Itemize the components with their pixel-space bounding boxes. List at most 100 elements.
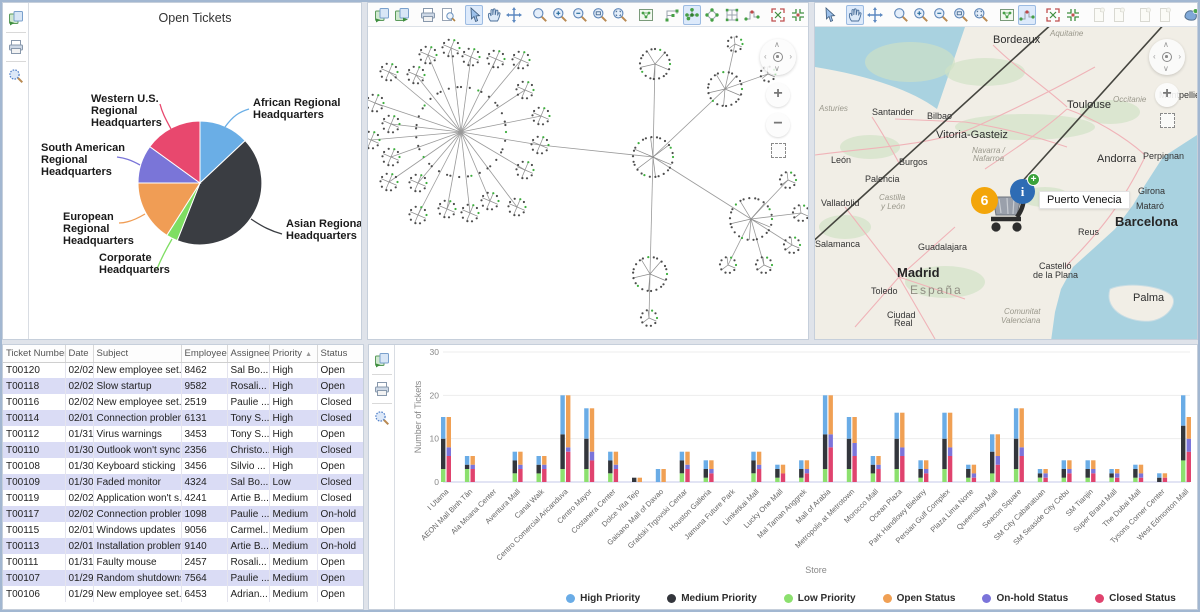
map-link-line[interactable]	[1018, 27, 1167, 186]
bar-segment[interactable]	[703, 469, 708, 478]
bar-segment[interactable]	[995, 464, 1000, 482]
bar-segment[interactable]	[1061, 460, 1066, 469]
bar-segment[interactable]	[589, 408, 595, 452]
column-header-priority[interactable]: Priority ▲	[269, 345, 318, 363]
bar-segment[interactable]	[1043, 477, 1048, 482]
bar-segment[interactable]	[637, 477, 642, 482]
bar-segment[interactable]	[1109, 477, 1114, 482]
bar-segment[interactable]	[685, 464, 690, 469]
network-cluster[interactable]	[418, 45, 438, 65]
bar-segment[interactable]	[918, 469, 923, 478]
network-cluster[interactable]	[718, 256, 738, 274]
zoom-selection-icon[interactable]	[952, 5, 970, 25]
bar-segment[interactable]	[756, 451, 762, 465]
bar-segment[interactable]	[947, 447, 953, 456]
bar-segment[interactable]	[846, 469, 852, 482]
pie-slice-3[interactable]	[137, 182, 201, 236]
bar-segment[interactable]	[709, 460, 714, 469]
bar-segment[interactable]	[560, 469, 565, 482]
expand-all-icon[interactable]	[769, 5, 787, 25]
legend-item[interactable]: Open Status	[882, 593, 955, 604]
pan-tool-icon[interactable]	[846, 4, 864, 25]
bar-segment[interactable]	[512, 451, 517, 461]
bar-segment[interactable]	[446, 447, 451, 456]
bar-segment[interactable]	[947, 456, 953, 482]
bar-segment[interactable]	[542, 456, 547, 465]
bar-segment[interactable]	[775, 464, 780, 469]
bar-segment[interactable]	[1109, 469, 1114, 474]
network-cluster[interactable]	[486, 49, 506, 69]
bar-segment[interactable]	[775, 477, 780, 482]
bar-segment[interactable]	[589, 460, 595, 482]
bar-segment[interactable]	[876, 469, 881, 482]
cluster-count-badge[interactable]: 6	[971, 187, 998, 214]
zoom-out-icon[interactable]	[571, 5, 589, 25]
bar-segment[interactable]	[1181, 395, 1186, 426]
bar-segment[interactable]	[703, 460, 708, 469]
bar-segment[interactable]	[846, 438, 852, 469]
bar-segment[interactable]	[584, 469, 589, 482]
pan-down-icon[interactable]: ∨	[774, 64, 780, 73]
bar-segment[interactable]	[1067, 460, 1072, 469]
bar-segment[interactable]	[470, 464, 475, 469]
pie-slice-1[interactable]	[176, 139, 263, 246]
bar-segment[interactable]	[1115, 469, 1120, 474]
column-header-date[interactable]: Date	[65, 345, 94, 363]
expand-all-icon[interactable]	[1044, 5, 1062, 25]
pan-up-icon[interactable]: ∧	[774, 40, 780, 49]
bar-segment[interactable]	[1181, 460, 1186, 482]
bar-segment[interactable]	[1037, 469, 1043, 474]
bar-segment[interactable]	[1061, 469, 1066, 478]
bar-segment[interactable]	[900, 412, 905, 448]
bar-segment[interactable]	[1162, 477, 1168, 482]
organic-layout-icon[interactable]	[683, 4, 701, 25]
network-cluster[interactable]	[515, 160, 535, 180]
bar-segment[interactable]	[971, 464, 977, 474]
serial-layout-icon[interactable]	[743, 5, 761, 25]
network-canvas[interactable]: ∧ ∨ ‹ › + −	[368, 27, 808, 339]
bar-segment[interactable]	[995, 434, 1000, 456]
collapse-all-icon[interactable]	[789, 5, 807, 25]
bar-segment[interactable]	[822, 469, 828, 482]
overview-icon[interactable]	[637, 5, 655, 25]
bar-segment[interactable]	[804, 460, 810, 469]
bar-segment[interactable]	[971, 477, 977, 482]
bar-segment[interactable]	[1133, 477, 1138, 482]
bar-segment[interactable]	[918, 477, 923, 482]
bar-segment[interactable]	[828, 434, 833, 448]
bar-segment[interactable]	[679, 473, 685, 482]
bar-segment[interactable]	[780, 473, 786, 482]
network-cluster[interactable]	[782, 236, 802, 254]
network-cluster[interactable]	[379, 172, 399, 192]
column-header-ticket-number[interactable]: Ticket Number	[3, 345, 66, 363]
network-cluster[interactable]	[461, 47, 481, 67]
bar-segment[interactable]	[900, 447, 905, 456]
bar-segment[interactable]	[1019, 456, 1024, 482]
bar-segment[interactable]	[441, 438, 446, 469]
legend-item[interactable]: Medium Priority	[667, 593, 757, 604]
bar-segment[interactable]	[464, 456, 470, 465]
interactive-zoom-icon[interactable]	[892, 5, 910, 25]
bar-segment[interactable]	[709, 473, 714, 482]
map-canvas[interactable]: BordeauxAquitaineToulouseOccitanieMontpe…	[815, 27, 1197, 339]
bar-segment[interactable]	[924, 460, 929, 469]
bar-segment[interactable]	[685, 469, 690, 482]
bar-segment[interactable]	[446, 456, 451, 482]
bar-segment[interactable]	[894, 438, 899, 469]
bar-segment[interactable]	[1085, 477, 1090, 482]
bar-segment[interactable]	[1013, 469, 1019, 482]
bar-segment[interactable]	[584, 408, 589, 439]
bar-segment[interactable]	[661, 469, 666, 482]
bar-segment[interactable]	[1019, 408, 1024, 448]
bar-segment[interactable]	[804, 469, 810, 474]
network-cluster[interactable]	[778, 171, 798, 189]
map-link-line[interactable]	[815, 27, 1055, 245]
bar-segment[interactable]	[1061, 477, 1066, 482]
zoom-in-icon[interactable]	[912, 5, 930, 25]
